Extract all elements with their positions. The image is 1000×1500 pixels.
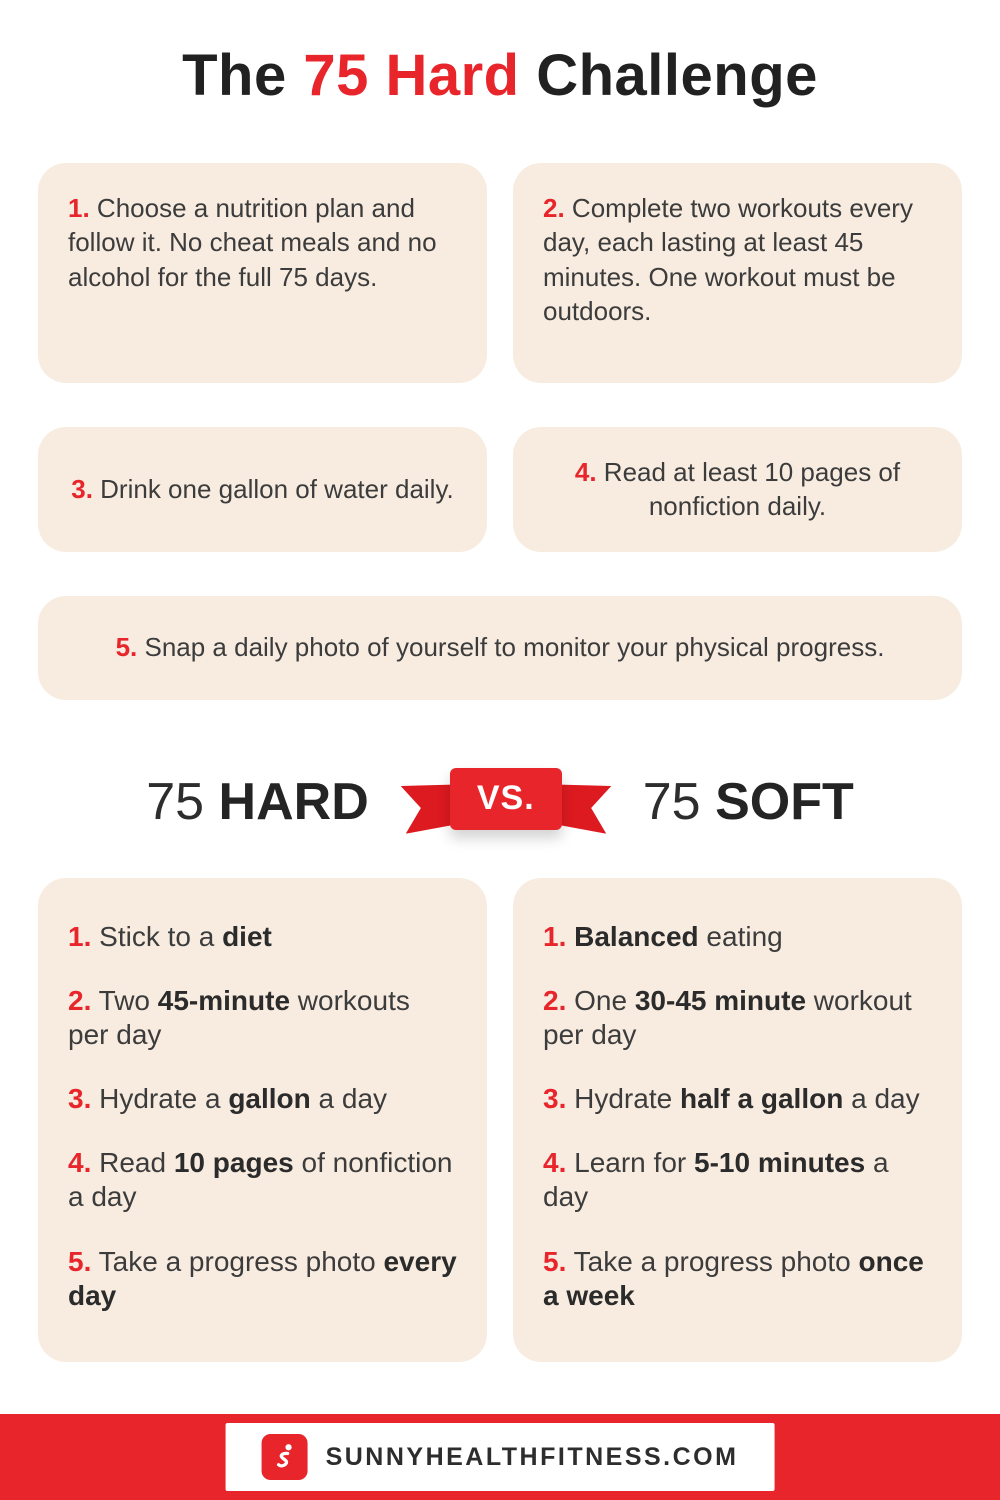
soft-item-2-pre: One [574, 984, 635, 1016]
rule-card-5: 5. Snap a daily photo of yourself to mon… [38, 595, 962, 700]
hard-item-1-number: 1. [68, 920, 92, 952]
rule-card-4: 4. Read at least 10 pages of nonfiction … [513, 427, 962, 552]
rule-card-1: 1. Choose a nutrition plan and follow it… [38, 163, 487, 383]
page-title: The 75 Hard Challenge [0, 0, 1000, 109]
footer-bar: SUNNYHEALTHFITNESS.COM [0, 1414, 1000, 1500]
soft-item-3-bold: half a gallon [679, 1083, 844, 1115]
footer-brand-box: SUNNYHEALTHFITNESS.COM [225, 1423, 775, 1491]
rule-1-number: 1. [68, 193, 90, 223]
soft-item-2-post: workout per day [543, 984, 912, 1050]
title-post: Challenge [519, 43, 818, 108]
hard-item-5-bold: every day [68, 1245, 457, 1311]
versus-right-number: 75 [642, 772, 701, 831]
rule-1-text: Choose a nutrition plan and follow it. N… [68, 193, 437, 292]
rule-5-number: 5. [115, 632, 138, 663]
hard-item-5-number: 5. [68, 1245, 92, 1277]
soft-item-1-post: eating [698, 920, 783, 952]
vs-ribbon: VS. [403, 764, 609, 840]
hard-item-2-bold: 45-minute [157, 984, 291, 1016]
versus-left-title: 75 HARD [146, 772, 369, 832]
soft-item-4: 4. Learn for 5-10 minutes a day [543, 1146, 932, 1214]
soft-item-2: 2. One 30-45 minute workout per day [543, 984, 932, 1052]
rule-5-text: Snap a daily photo of yourself to monito… [144, 632, 885, 663]
soft-item-4-bold: 5-10 minutes [694, 1147, 866, 1179]
hard-item-1-bold: diet [222, 920, 272, 952]
hard-item-5: 5. Take a progress photo every day [68, 1245, 457, 1313]
rule-2-text: Complete two workouts every day, each la… [543, 193, 913, 326]
versus-row: 75 HARD VS. 75 SOFT [0, 764, 1000, 840]
rule-card-2: 2. Complete two workouts every day, each… [513, 163, 962, 383]
soft-item-4-number: 4. [543, 1147, 567, 1179]
hard-item-3-post: a day [310, 1083, 388, 1115]
soft-item-5-pre: Take a progress photo [573, 1245, 859, 1277]
hard-item-3-pre: Hydrate a [99, 1083, 229, 1115]
soft-item-3-post: a day [843, 1083, 920, 1115]
soft-item-4-pre: Learn for [574, 1147, 694, 1179]
hard-item-2-pre: Two [98, 984, 158, 1016]
soft-item-5-number: 5. [543, 1245, 567, 1277]
soft-comparison-card: 1. Balanced eating 2. One 30-45 minute w… [513, 877, 962, 1362]
hard-item-2-number: 2. [68, 984, 92, 1016]
rule-4-text: Read at least 10 pages of nonfiction dai… [603, 457, 901, 522]
versus-left-number: 75 [146, 772, 205, 831]
sunny-s-logo-icon [261, 1434, 308, 1480]
versus-right-title: 75 SOFT [643, 772, 854, 832]
soft-item-3: 3. Hydrate half a gallon a day [543, 1082, 932, 1116]
hard-item-2-post: workouts per day [68, 984, 410, 1050]
hard-item-4-pre: Read [99, 1147, 174, 1179]
rule-card-3: 3. Drink one gallon of water daily. [38, 427, 487, 552]
hard-item-5-pre: Take a progress photo [98, 1245, 384, 1277]
rules-grid: 1. Choose a nutrition plan and follow it… [38, 163, 962, 700]
hard-item-1: 1. Stick to a diet [68, 920, 457, 954]
hard-item-4-number: 4. [68, 1147, 92, 1179]
rule-4-number: 4. [574, 457, 597, 487]
hard-item-4: 4. Read 10 pages of nonfiction a day [68, 1146, 457, 1214]
vs-badge: VS. [449, 767, 562, 830]
hard-item-1-pre: Stick to a [99, 920, 223, 952]
comparison-grid: 1. Stick to a diet 2. Two 45-minute work… [38, 877, 962, 1362]
hard-comparison-card: 1. Stick to a diet 2. Two 45-minute work… [38, 877, 487, 1362]
versus-right-word: SOFT [715, 772, 854, 831]
soft-item-1-number: 1. [543, 920, 567, 952]
soft-item-1: 1. Balanced eating [543, 920, 932, 954]
rule-2-number: 2. [543, 193, 565, 223]
hard-item-4-bold: 10 pages [173, 1147, 294, 1179]
soft-item-4-post: a day [543, 1147, 889, 1213]
versus-left-word: HARD [218, 772, 369, 831]
soft-item-5: 5. Take a progress photo once a week [543, 1245, 932, 1313]
rule-3-text: Drink one gallon of water daily. [100, 474, 454, 505]
hard-item-3-number: 3. [68, 1083, 92, 1115]
hard-item-3-bold: gallon [228, 1083, 311, 1115]
title-highlight: 75 Hard [303, 43, 520, 108]
soft-item-2-number: 2. [543, 984, 567, 1016]
hard-item-3: 3. Hydrate a gallon a day [68, 1082, 457, 1116]
hard-item-4-post: of nonfiction a day [68, 1147, 453, 1213]
soft-item-2-bold: 30-45 minute [634, 984, 807, 1016]
hard-item-2: 2. Two 45-minute workouts per day [68, 984, 457, 1052]
rule-3-number: 3. [71, 474, 93, 505]
soft-item-5-bold: once a week [543, 1245, 924, 1311]
title-pre: The [182, 43, 304, 108]
soft-item-1-bold: Balanced [574, 920, 699, 952]
footer-site-text: SUNNYHEALTHFITNESS.COM [325, 1442, 739, 1471]
soft-item-3-number: 3. [543, 1083, 567, 1115]
soft-item-3-pre: Hydrate [574, 1083, 680, 1115]
